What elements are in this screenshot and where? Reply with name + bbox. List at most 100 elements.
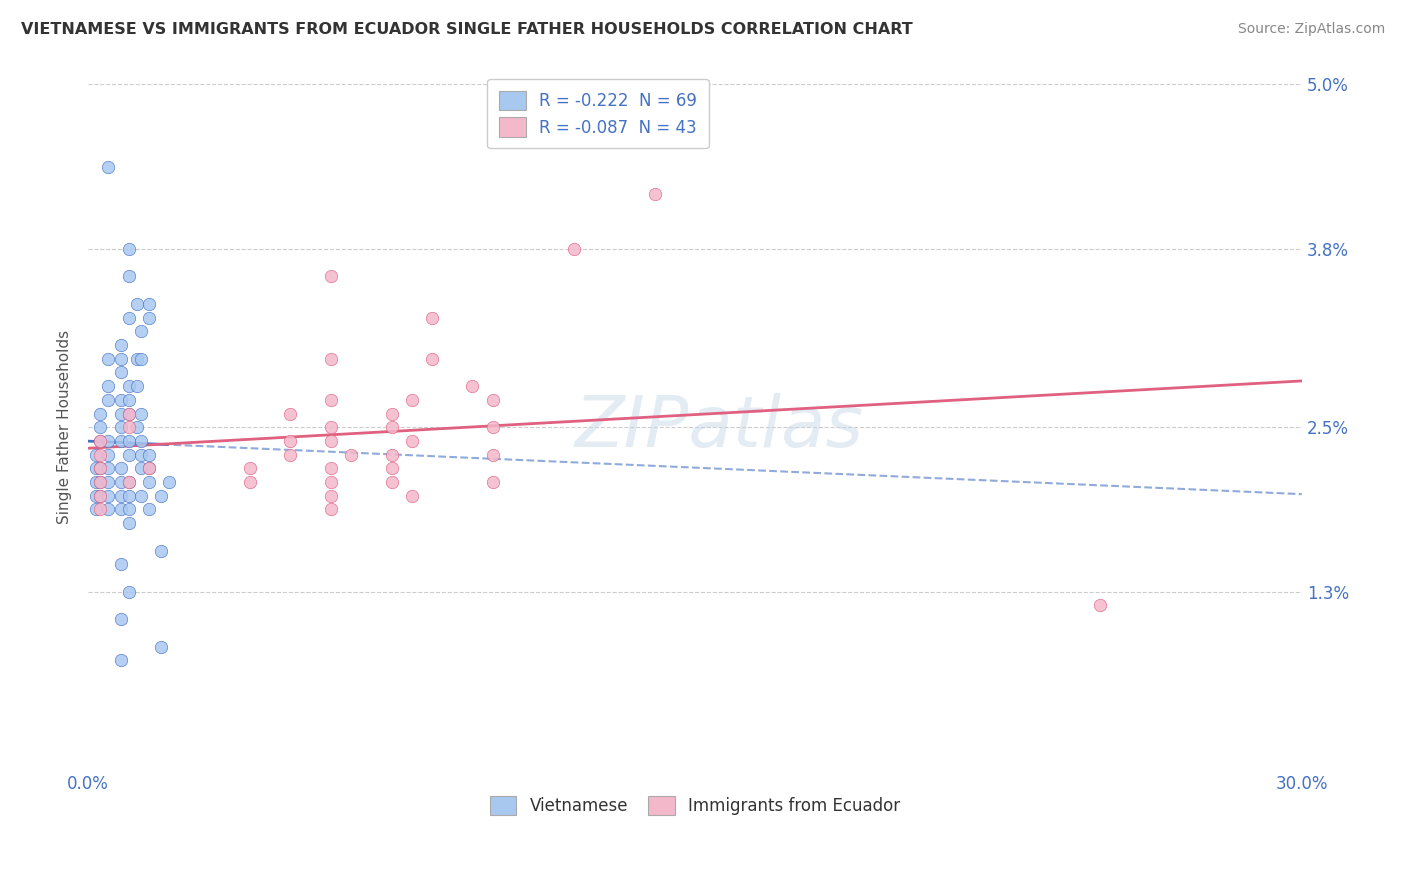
Point (125, 297, 148, 311)
Point (110, 420, 132, 434)
Point (89, 434, 111, 448)
Point (89, 407, 111, 421)
Point (239, 475, 262, 489)
Point (97, 392, 120, 407)
Point (117, 448, 139, 462)
Point (481, 475, 503, 489)
Point (89, 461, 111, 475)
Point (84, 461, 107, 475)
Text: Source: ZipAtlas.com: Source: ZipAtlas.com (1237, 22, 1385, 37)
Point (340, 448, 363, 462)
Point (138, 310, 160, 325)
Point (110, 558, 132, 572)
Point (149, 640, 172, 654)
Text: ZIPatlas: ZIPatlas (575, 392, 863, 462)
Point (97, 351, 120, 366)
Point (644, 187, 666, 202)
Point (89, 434, 111, 448)
Point (110, 351, 132, 366)
Point (117, 584, 139, 599)
Point (319, 461, 342, 475)
Point (97, 434, 120, 448)
Point (280, 448, 302, 462)
Point (319, 434, 342, 448)
Point (381, 475, 404, 489)
Point (89, 489, 111, 503)
Point (381, 448, 404, 462)
Point (401, 434, 423, 448)
Point (129, 434, 152, 448)
Point (110, 407, 132, 421)
Point (420, 351, 443, 366)
Point (84, 502, 107, 516)
Point (117, 269, 139, 284)
Point (110, 434, 132, 448)
Point (84, 448, 107, 462)
Text: VIETNAMESE VS IMMIGRANTS FROM ECUADOR SINGLE FATHER HOUSEHOLDS CORRELATION CHART: VIETNAMESE VS IMMIGRANTS FROM ECUADOR SI… (21, 22, 912, 37)
Point (110, 502, 132, 516)
Point (110, 365, 132, 379)
Point (319, 269, 342, 284)
Point (97, 379, 120, 393)
Point (481, 392, 503, 407)
Point (117, 475, 139, 489)
Point (138, 475, 160, 489)
Point (319, 489, 342, 503)
Point (89, 475, 111, 489)
Point (138, 502, 160, 516)
Point (117, 489, 139, 503)
Point (319, 475, 342, 489)
Point (117, 310, 139, 325)
Point (97, 489, 120, 503)
Point (110, 653, 132, 667)
Point (110, 461, 132, 475)
Point (129, 448, 152, 462)
Point (117, 420, 139, 434)
Point (420, 310, 443, 325)
Point (129, 489, 152, 503)
Point (1088, 599, 1111, 613)
Point (138, 461, 160, 475)
Point (381, 407, 404, 421)
Point (110, 489, 132, 503)
Point (319, 502, 342, 516)
Point (84, 489, 107, 503)
Point (125, 379, 148, 393)
Point (481, 420, 503, 434)
Point (138, 461, 160, 475)
Point (89, 489, 111, 503)
Point (401, 392, 423, 407)
Point (97, 461, 120, 475)
Point (117, 242, 139, 256)
Point (125, 420, 148, 434)
Point (117, 434, 139, 448)
Point (117, 516, 139, 531)
Point (481, 448, 503, 462)
Point (129, 461, 152, 475)
Point (149, 543, 172, 558)
Point (280, 434, 302, 448)
Point (239, 461, 262, 475)
Point (125, 351, 148, 366)
Point (97, 502, 120, 516)
Point (129, 324, 152, 338)
Point (381, 461, 404, 475)
Point (110, 475, 132, 489)
Point (138, 448, 160, 462)
Point (89, 420, 111, 434)
Point (97, 160, 120, 174)
Point (129, 407, 152, 421)
Point (280, 407, 302, 421)
Point (157, 475, 180, 489)
Point (89, 502, 111, 516)
Point (97, 448, 120, 462)
Legend: Vietnamese, Immigrants from Ecuador: Vietnamese, Immigrants from Ecuador (481, 788, 908, 823)
Point (89, 461, 111, 475)
Point (110, 392, 132, 407)
Point (319, 351, 342, 366)
Point (117, 407, 139, 421)
Point (461, 379, 484, 393)
Point (319, 420, 342, 434)
Point (117, 475, 139, 489)
Point (129, 351, 152, 366)
